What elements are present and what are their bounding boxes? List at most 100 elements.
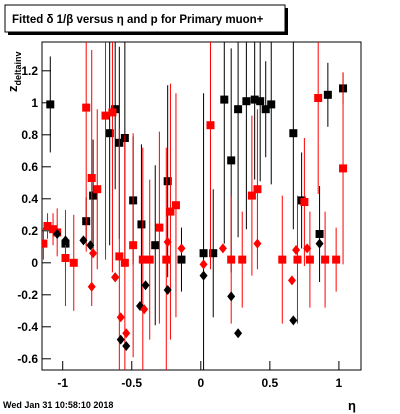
x-tick-label: 0.5 xyxy=(262,376,279,390)
point xyxy=(250,95,259,104)
point xyxy=(108,108,117,117)
point xyxy=(79,235,88,246)
point xyxy=(115,252,124,261)
point xyxy=(49,225,58,234)
point xyxy=(155,223,164,232)
point xyxy=(116,334,125,345)
point xyxy=(163,285,172,295)
point xyxy=(323,90,332,99)
point xyxy=(151,241,160,250)
point xyxy=(86,240,95,251)
point xyxy=(261,105,270,114)
point xyxy=(145,255,154,264)
point xyxy=(314,94,323,102)
y-tick-label: 0.2 xyxy=(21,224,38,238)
point xyxy=(89,248,98,259)
point xyxy=(332,255,341,264)
point xyxy=(234,328,243,339)
point xyxy=(89,191,98,200)
point xyxy=(171,201,180,210)
y-tick-label: -0.2 xyxy=(17,288,38,302)
point xyxy=(321,255,330,264)
point xyxy=(206,121,215,130)
y-tick-label: -0.6 xyxy=(17,352,38,366)
point xyxy=(209,249,218,258)
y-axis-label: zdeltainv xyxy=(5,51,23,92)
x-axis-label: η xyxy=(348,398,356,413)
point xyxy=(137,220,146,229)
point xyxy=(227,291,236,302)
point xyxy=(199,259,208,270)
point xyxy=(101,111,110,120)
point xyxy=(162,255,171,264)
point xyxy=(292,245,301,255)
y-label-sub: deltainv xyxy=(13,51,23,85)
y-tick-label: -0.4 xyxy=(17,320,38,334)
plot-frame xyxy=(41,41,362,371)
point xyxy=(111,272,120,283)
point xyxy=(61,235,70,246)
point xyxy=(305,255,314,264)
point xyxy=(199,249,208,258)
point xyxy=(234,105,243,114)
point xyxy=(163,177,172,186)
point xyxy=(43,222,52,230)
point xyxy=(163,237,172,247)
point xyxy=(120,258,129,267)
footer: Wed Jan 31 10:58:10 2018 xyxy=(3,400,113,410)
point xyxy=(42,239,48,248)
ticks: -0.6 -0.4 -0.2 0 0.2 0.4 0.6 0.8 1 1.2 -1 -0.5 0 0.5 1 xyxy=(17,64,342,390)
x-tick-label: 1 xyxy=(336,376,343,390)
point xyxy=(138,255,147,264)
point xyxy=(105,129,114,138)
y-tick-label: 0 xyxy=(31,256,38,270)
point xyxy=(293,255,302,264)
y-tick-label: 0.6 xyxy=(21,160,38,174)
point xyxy=(238,255,247,264)
point xyxy=(141,280,150,291)
point xyxy=(300,198,309,206)
point xyxy=(82,103,91,112)
point xyxy=(177,243,186,254)
point xyxy=(289,315,298,326)
point xyxy=(287,275,296,286)
marks xyxy=(42,42,348,370)
point xyxy=(227,255,236,264)
point xyxy=(220,95,229,104)
point xyxy=(247,191,256,200)
point xyxy=(87,174,96,182)
point xyxy=(267,100,276,109)
y-tick-label: 1.2 xyxy=(21,64,38,78)
x-tick-label: -0.5 xyxy=(121,376,142,390)
x-tick-label: -1 xyxy=(57,376,68,390)
point xyxy=(199,270,208,281)
point xyxy=(253,185,262,194)
title-box xyxy=(4,4,286,33)
point xyxy=(87,281,96,292)
point xyxy=(253,238,262,249)
point xyxy=(116,312,125,323)
point xyxy=(315,230,324,238)
point xyxy=(339,164,348,173)
point xyxy=(242,97,251,106)
y-tick-label: 0.4 xyxy=(21,192,38,206)
point xyxy=(69,258,78,267)
x-tick-label: 0 xyxy=(197,376,204,390)
point xyxy=(140,304,149,315)
point xyxy=(227,156,236,165)
point xyxy=(46,100,55,109)
point xyxy=(177,255,186,264)
y-tick-label: 0.8 xyxy=(21,128,38,142)
point xyxy=(53,229,62,239)
point xyxy=(93,185,102,194)
point xyxy=(289,129,298,138)
point xyxy=(315,238,324,249)
point xyxy=(166,207,175,216)
point xyxy=(122,328,131,339)
point xyxy=(122,341,131,351)
chart-title: Fitted δ 1/β versus η and p for Primary … xyxy=(12,14,264,26)
point xyxy=(278,255,287,264)
point xyxy=(256,97,265,106)
